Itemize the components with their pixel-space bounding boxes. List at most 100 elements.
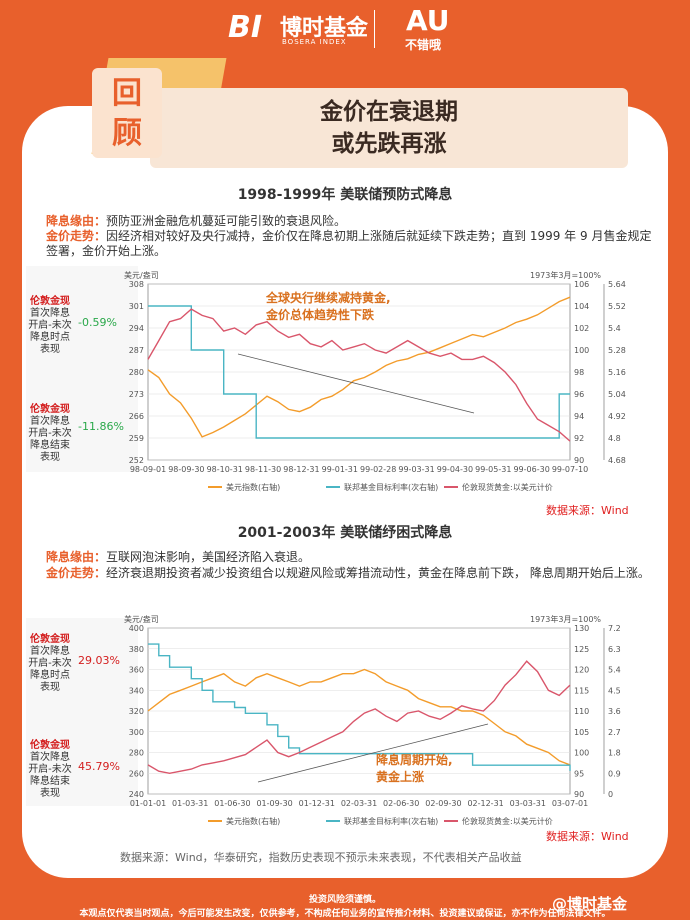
stat-title: 伦敦金现: [30, 634, 70, 645]
y-left-tick-label: 294: [129, 324, 144, 333]
y-left-tick-label: 260: [129, 769, 144, 778]
risk-warning: 投资风险须谨慎。: [308, 895, 381, 905]
right-axis-unit: 1973年3月=100%: [530, 270, 601, 280]
y-right-tick-label: 102: [574, 324, 589, 333]
legend-label: 联邦基金目标利率(次右轴): [344, 482, 438, 492]
y-left-tick-label: 287: [129, 346, 144, 355]
bosera-logo-name: 博时基金: [280, 16, 369, 41]
title-line-1: 金价在衰退期: [320, 99, 458, 125]
series-line-0: [147, 668, 571, 766]
y-secondary-tick-label: 4.5: [608, 686, 621, 695]
au-logo-sub: 不错哦: [405, 38, 442, 52]
left-axis-unit: 美元/盎司: [124, 614, 159, 624]
x-tick-label: 99-03-31: [398, 465, 434, 474]
stat-title: 伦敦金现: [30, 404, 70, 415]
review-badge: 回 顾: [92, 68, 162, 158]
y-right-tick-label: 104: [574, 302, 589, 311]
trend-label: 金价走势：: [46, 566, 107, 580]
section-2-reason: 降息缘由：互联网泡沫影响，美国经济陷入衰退。: [46, 550, 656, 565]
annotation-text: 黄金上涨: [376, 769, 424, 784]
reason-text: 互联网泡沫影响，美国经济陷入衰退。: [106, 550, 311, 564]
x-tick-label: 01-01-01: [130, 799, 166, 808]
reason-text: 预防亚洲金融危机蔓延可能引致的衰退风险。: [106, 214, 347, 228]
section-2-stat-2-label: 伦敦金现 首次降息开启-未次降息结束表现: [26, 740, 74, 800]
y-right-tick-label: 115: [574, 686, 589, 695]
y-right-tick-label: 100: [574, 346, 589, 355]
disclaimer: 本观点仅代表当时观点，今后可能发生改变，仅供参考，不构成任何业务的宣传推介材料、…: [79, 909, 611, 919]
x-tick-label: 02-03-31: [341, 799, 377, 808]
series-line-0: [147, 296, 571, 438]
legend-label: 伦敦现货黄金:以美元计价: [462, 482, 553, 492]
section-1-title: 1998-1999年 美联储预防式降息: [237, 187, 453, 203]
y-right-tick-label: 90: [574, 790, 584, 799]
y-secondary-tick-label: 6.3: [608, 645, 621, 654]
y-left-tick-label: 308: [129, 280, 144, 289]
bosera-logo-mark: BI: [228, 10, 263, 45]
stat-title: 伦敦金现: [30, 740, 70, 751]
y-secondary-tick-label: 4.68: [608, 456, 626, 465]
x-tick-label: 99-07-10: [552, 465, 588, 474]
y-left-tick-label: 340: [129, 686, 144, 695]
y-left-tick-label: 259: [129, 434, 144, 443]
badge-line-2: 顾: [112, 116, 142, 151]
section-2-stats-box: [26, 618, 138, 806]
y-left-tick-label: 320: [129, 707, 144, 716]
weibo-watermark: @博时基金: [552, 895, 628, 913]
y-secondary-tick-label: 4.92: [608, 412, 626, 421]
x-tick-label: 01-06-30: [214, 799, 250, 808]
x-tick-label: 98-09-30: [168, 465, 204, 474]
y-secondary-tick-label: 2.7: [608, 728, 621, 737]
section-1-reason: 降息缘由：预防亚洲金融危机蔓延可能引致的衰退风险。: [46, 214, 656, 229]
y-left-tick-label: 380: [129, 645, 144, 654]
y-right-tick-label: 94: [574, 412, 584, 421]
y-right-tick-label: 96: [574, 390, 584, 399]
logo-divider: [374, 10, 375, 48]
section-1-source: 数据来源：Wind: [546, 504, 629, 517]
stat-desc: 首次降息开启-未次降息结束表现: [28, 752, 72, 799]
x-tick-label: 99-01-31: [322, 465, 358, 474]
stat-desc: 首次降息开启-未次降息时点表现: [28, 646, 72, 693]
section-2-stat-1-label: 伦敦金现 首次降息开启-未次降息时点表现: [26, 634, 74, 694]
header: BI 博时基金 BOSERA INDEX AU 不错哦: [0, 0, 690, 58]
section-1-stats-box: [26, 266, 138, 472]
y-secondary-tick-label: 7.2: [608, 624, 621, 633]
y-secondary-tick-label: 1.8: [608, 749, 621, 758]
annotation-text: 全球央行继续减持黄金,: [265, 290, 391, 305]
section-1-stat-2-label: 伦敦金现 首次降息开启-未次降息结束表现: [26, 404, 74, 464]
y-right-tick-label: 98: [574, 368, 584, 377]
y-right-tick-label: 110: [574, 707, 589, 716]
y-right-tick-label: 105: [574, 728, 589, 737]
trend-arrow: [257, 723, 489, 783]
x-tick-label: 01-12-31: [299, 799, 335, 808]
x-tick-label: 99-02-28: [360, 465, 396, 474]
footnote: 数据来源：Wind，华泰研究，指数历史表现不预示未来表现，不代表相关产品收益: [120, 851, 522, 864]
stat-title: 伦敦金现: [30, 296, 70, 307]
y-secondary-tick-label: 0: [608, 790, 613, 799]
series-line-2: [147, 660, 571, 775]
x-tick-label: 99-06-30: [513, 465, 549, 474]
y-secondary-tick-label: 5.16: [608, 368, 626, 377]
x-tick-label: 98-11-30: [245, 465, 281, 474]
section-1-stat-1-value: -0.59%: [78, 316, 117, 329]
y-right-tick-label: 100: [574, 749, 589, 758]
section-2-trend: 金价走势：经济衰退期投资者减少投资组合以规避风险或筹措流动性，黄金在降息前下跌，…: [46, 566, 656, 581]
chart-1: 美元/盎司 1973年3月=100% 252 259 266 273 280 287 294 30…: [124, 270, 626, 492]
y-right-tick-label: 90: [574, 456, 584, 465]
y-secondary-tick-label: 5.52: [608, 302, 626, 311]
y-left-tick-label: 360: [129, 666, 144, 675]
y-left-tick-label: 301: [129, 302, 144, 311]
section-2-stat-1-value: 29.03%: [78, 654, 120, 667]
y-secondary-tick-label: 5.04: [608, 390, 626, 399]
stat-desc: 首次降息开启-未次降息时点表现: [28, 308, 72, 355]
series-line-1: [148, 643, 571, 771]
y-left-tick-label: 240: [129, 790, 144, 799]
y-secondary-tick-label: 5.28: [608, 346, 626, 355]
trend-text: 因经济相对较好及央行减持，金价仅在降息初期上涨随后就延续下跌走势；直到 1999…: [46, 229, 652, 258]
y-secondary-tick-label: 4.8: [608, 434, 621, 443]
title-line-2: 或先跌再涨: [331, 131, 447, 157]
y-secondary-tick-label: 0.9: [608, 769, 621, 778]
y-left-tick-label: 280: [129, 749, 144, 758]
y-left-tick-label: 300: [129, 728, 144, 737]
x-tick-label: 98-09-01: [130, 465, 166, 474]
badge-line-1: 回: [112, 76, 142, 111]
